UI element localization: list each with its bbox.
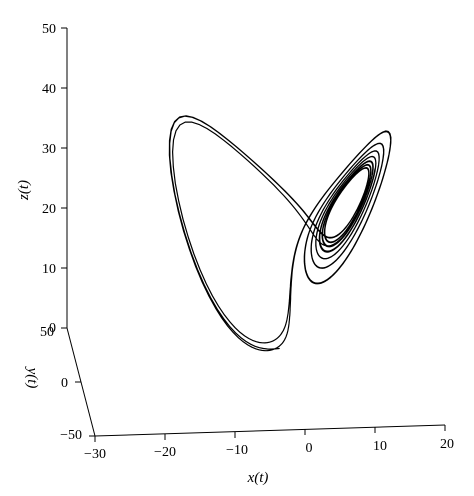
x-tick-label: 10	[373, 439, 387, 454]
x-tick-label: −10	[226, 443, 248, 458]
series-line-trajectory	[168, 115, 392, 352]
x-tick-label: −30	[84, 447, 106, 462]
y-tick-label: −50	[60, 428, 82, 443]
axes	[66, 28, 446, 437]
y-axis-title: y(t)	[24, 366, 40, 389]
trajectory-series	[168, 115, 392, 352]
z-tick-label: 40	[42, 82, 56, 97]
y-tick-label: 50	[40, 325, 54, 340]
z-tick-label: 10	[42, 262, 56, 277]
z-tick-label: 30	[42, 142, 56, 157]
x-axis-title: x(t)	[247, 470, 269, 486]
x-axis-ticks: −30 −20 −10 0 10 20	[84, 425, 454, 462]
z-tick-label: 0	[49, 321, 56, 336]
x-axis-line	[94, 424, 446, 437]
x-tick-label: 0	[306, 441, 313, 456]
z-axis-ticks: 50 40 30 20 10 0	[42, 22, 67, 336]
y-axis-ticks: 50 0 −50	[40, 325, 95, 443]
z-tick-label: 20	[42, 202, 56, 217]
z-tick-label: 50	[42, 22, 56, 37]
x-tick-label: −20	[154, 445, 176, 460]
y-tick-label: 0	[61, 376, 68, 391]
x-tick-label: 20	[440, 437, 454, 452]
z-axis-title: z(t)	[16, 180, 32, 201]
